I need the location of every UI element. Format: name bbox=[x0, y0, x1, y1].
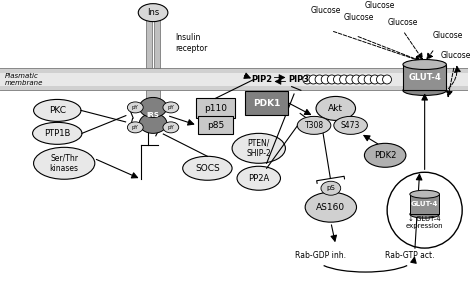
Text: pY: pY bbox=[167, 105, 174, 110]
Text: Ins: Ins bbox=[147, 8, 159, 17]
Text: Rab-GDP inh.: Rab-GDP inh. bbox=[295, 251, 346, 260]
Text: PTP1B: PTP1B bbox=[44, 129, 71, 138]
Text: pY: pY bbox=[167, 125, 174, 130]
Text: PKC: PKC bbox=[49, 106, 66, 115]
Circle shape bbox=[340, 75, 348, 84]
Text: Glucose: Glucose bbox=[432, 31, 463, 40]
Circle shape bbox=[370, 75, 379, 84]
Circle shape bbox=[364, 75, 373, 84]
Circle shape bbox=[387, 172, 462, 248]
Ellipse shape bbox=[232, 133, 285, 163]
Text: PDK1: PDK1 bbox=[253, 99, 280, 108]
Circle shape bbox=[315, 75, 324, 84]
Text: PP2A: PP2A bbox=[248, 174, 269, 183]
Ellipse shape bbox=[297, 116, 331, 134]
Text: SOCS: SOCS bbox=[195, 164, 220, 173]
Text: PTEN/
SHIP-2: PTEN/ SHIP-2 bbox=[246, 138, 271, 158]
Bar bbox=[0, 68, 468, 91]
Text: p110: p110 bbox=[204, 104, 227, 113]
Ellipse shape bbox=[403, 86, 447, 95]
Bar bbox=[154, 13, 160, 68]
Text: PDK2: PDK2 bbox=[374, 151, 396, 160]
Text: Glucose: Glucose bbox=[441, 51, 472, 60]
FancyBboxPatch shape bbox=[196, 98, 235, 118]
Circle shape bbox=[321, 75, 330, 84]
FancyBboxPatch shape bbox=[245, 91, 288, 116]
Circle shape bbox=[303, 75, 312, 84]
Ellipse shape bbox=[139, 97, 167, 117]
Text: pY: pY bbox=[132, 125, 139, 130]
Ellipse shape bbox=[321, 181, 341, 195]
Circle shape bbox=[334, 75, 342, 84]
Text: pS: pS bbox=[327, 185, 335, 191]
Text: S473: S473 bbox=[341, 121, 360, 130]
Ellipse shape bbox=[33, 123, 82, 144]
Ellipse shape bbox=[34, 147, 95, 179]
Bar bbox=[146, 13, 152, 68]
Ellipse shape bbox=[182, 156, 232, 180]
Circle shape bbox=[376, 75, 385, 84]
Text: Insulin
receptor: Insulin receptor bbox=[175, 33, 207, 53]
Ellipse shape bbox=[34, 100, 81, 121]
Circle shape bbox=[346, 75, 355, 84]
Text: p85: p85 bbox=[207, 121, 224, 130]
Ellipse shape bbox=[138, 4, 168, 22]
Text: GLUT-4: GLUT-4 bbox=[408, 73, 441, 82]
Bar bbox=[403, 65, 447, 91]
Text: GLUT-4: GLUT-4 bbox=[411, 201, 438, 207]
Text: IRS: IRS bbox=[146, 112, 160, 118]
Ellipse shape bbox=[237, 166, 281, 190]
Text: PIP3: PIP3 bbox=[289, 75, 310, 84]
Circle shape bbox=[309, 75, 318, 84]
Text: ↓ GLUT-4
expression: ↓ GLUT-4 expression bbox=[406, 216, 444, 229]
Text: AS160: AS160 bbox=[316, 203, 346, 212]
Bar bbox=[410, 194, 439, 214]
Circle shape bbox=[328, 75, 336, 84]
Ellipse shape bbox=[305, 192, 356, 222]
Ellipse shape bbox=[163, 122, 179, 133]
FancyBboxPatch shape bbox=[198, 116, 233, 134]
Text: Glucose: Glucose bbox=[311, 6, 341, 15]
Bar bbox=[146, 91, 160, 130]
Ellipse shape bbox=[410, 210, 439, 218]
Text: T308: T308 bbox=[304, 121, 324, 130]
Ellipse shape bbox=[334, 116, 367, 134]
Bar bbox=[0, 73, 468, 86]
Text: Glucose: Glucose bbox=[343, 13, 374, 22]
Text: Ser/Thr
kinases: Ser/Thr kinases bbox=[50, 153, 79, 173]
Circle shape bbox=[383, 75, 392, 84]
Circle shape bbox=[352, 75, 361, 84]
Circle shape bbox=[358, 75, 367, 84]
Text: PIP2: PIP2 bbox=[251, 75, 272, 84]
Ellipse shape bbox=[403, 60, 447, 70]
Ellipse shape bbox=[139, 113, 167, 133]
Text: Akt: Akt bbox=[328, 104, 343, 113]
Ellipse shape bbox=[410, 190, 439, 198]
Text: Rab-GTP act.: Rab-GTP act. bbox=[385, 251, 435, 260]
Text: Plasmatic
membrane: Plasmatic membrane bbox=[5, 73, 43, 86]
Text: Glucose: Glucose bbox=[365, 1, 395, 10]
Ellipse shape bbox=[365, 143, 406, 167]
Ellipse shape bbox=[163, 102, 179, 113]
Text: pY: pY bbox=[132, 105, 139, 110]
Ellipse shape bbox=[316, 96, 356, 120]
Text: Glucose: Glucose bbox=[388, 18, 418, 27]
Ellipse shape bbox=[128, 122, 143, 133]
Ellipse shape bbox=[128, 102, 143, 113]
